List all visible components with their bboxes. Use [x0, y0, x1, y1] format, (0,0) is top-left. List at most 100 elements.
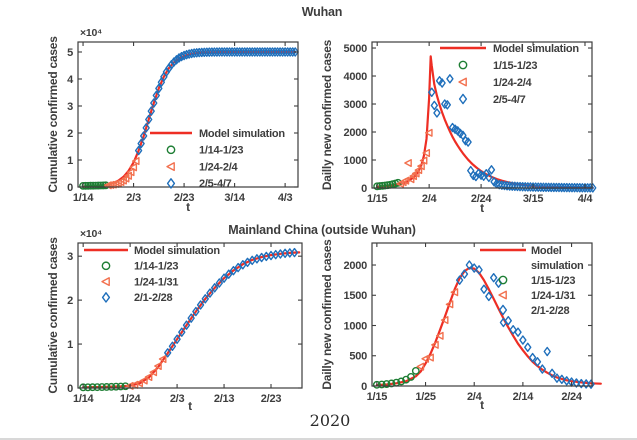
- diamond-marker: [203, 47, 211, 57]
- diamond-marker: [524, 342, 532, 353]
- triangle-marker: [135, 379, 144, 388]
- circle-marker: [98, 383, 106, 391]
- legend-label: 2/5-4/7: [493, 94, 526, 106]
- x-axis-label: t: [188, 399, 192, 413]
- chart-mainland-china-daily: 1/15 1/25 2/4 2/14 2/24 0 500 1000 1500 2000 Daill…: [320, 239, 602, 412]
- diamond-marker: [500, 180, 509, 191]
- diamond-marker: [576, 183, 584, 193]
- x-tick-label: 2/3: [170, 393, 185, 405]
- diamond-marker: [139, 131, 148, 141]
- x-tick-label: 2/24: [471, 193, 493, 205]
- diamond-marker: [290, 247, 299, 258]
- legend-label: 1/24-1/31: [531, 290, 575, 302]
- diamond-marker: [558, 374, 566, 385]
- x-tick-label: 1/14: [73, 192, 95, 204]
- series-1/24-2/4: [396, 128, 433, 188]
- circle-marker: [116, 382, 125, 391]
- diamond-marker: [505, 181, 514, 191]
- diamond-marker: [251, 47, 259, 57]
- triangle-marker: [416, 362, 425, 371]
- legend-diamond-marker: [166, 178, 176, 189]
- triangle-marker: [126, 168, 135, 177]
- axes-box: [371, 242, 593, 387]
- diamond-marker: [480, 171, 488, 181]
- diamond-marker: [229, 265, 238, 276]
- diamond-marker: [573, 182, 581, 193]
- diamond-marker: [475, 265, 483, 275]
- diamond-marker: [205, 47, 214, 57]
- y-tick-label: 1000: [344, 320, 368, 332]
- triangle-marker: [154, 362, 162, 371]
- diamond-marker: [568, 182, 576, 193]
- diamond-marker: [289, 47, 297, 57]
- diamond-marker: [261, 47, 269, 57]
- diamond-marker: [228, 47, 236, 57]
- y-tick-label: 1: [67, 155, 73, 167]
- triangle-marker: [445, 300, 454, 309]
- diamond-marker: [537, 182, 545, 192]
- axes-box: [77, 242, 303, 389]
- circle-marker: [372, 380, 381, 389]
- series-2/5-4/7: [428, 74, 597, 193]
- y-scale-label: ×10⁴: [80, 27, 102, 39]
- diamond-marker: [531, 182, 540, 192]
- y-tick-label: 500: [349, 351, 367, 363]
- diamond-marker: [230, 47, 239, 57]
- diamond-marker: [150, 98, 158, 108]
- legend-circle-marker: [101, 261, 111, 271]
- triangle-marker: [406, 175, 415, 184]
- x-tick-label: 1/15: [367, 193, 388, 205]
- diamond-marker: [271, 47, 279, 57]
- x-tick-label: 1/25: [415, 391, 436, 403]
- diamond-marker: [145, 114, 153, 125]
- series-2/5-4/7: [134, 47, 299, 156]
- legend-circle-marker: [166, 145, 176, 155]
- triangle-marker: [404, 159, 412, 168]
- diamond-marker: [548, 368, 556, 379]
- x-tick-label: 2/14: [513, 391, 535, 403]
- legend: Model simulation 1/14-1/23 1/24-1/31 2/1-2/…: [84, 245, 221, 304]
- circle-marker: [91, 181, 100, 190]
- diamond-marker: [273, 47, 282, 57]
- series-2/1-2/28: [164, 247, 299, 358]
- series-1/15-1/23: [372, 366, 420, 389]
- y-tick-label: 3: [67, 251, 73, 263]
- diamond-marker: [438, 78, 446, 88]
- y-scale-label: ×10⁴: [80, 228, 102, 240]
- diamond-marker: [513, 181, 522, 192]
- diamond-marker: [550, 182, 558, 193]
- diamond-marker: [168, 341, 177, 351]
- circle-marker: [378, 181, 387, 190]
- diamond-marker: [210, 47, 219, 57]
- y-tick-label: 0: [361, 183, 367, 195]
- diamond-marker: [225, 47, 234, 57]
- circle-marker: [375, 182, 384, 190]
- diamond-marker: [464, 137, 472, 147]
- triangle-marker: [411, 169, 420, 178]
- x-tick-label: 2/13: [214, 393, 235, 405]
- x-tick-label: 1/15: [367, 391, 388, 403]
- triangle-marker: [440, 316, 449, 325]
- diamond-marker: [278, 47, 287, 57]
- y-tick-label: 3000: [344, 99, 368, 111]
- diamond-marker: [516, 181, 524, 192]
- diamond-marker: [504, 315, 512, 326]
- y-axis-label: Cumulative confirmed cases: [46, 36, 60, 193]
- chart-wuhan-cumulative: 1/14 2/3 2/23 3/14 4/3 0 1 2 3 4 5 ×10⁴ Cumulative c…: [46, 27, 299, 214]
- diamond-marker: [187, 313, 195, 323]
- circle-marker: [377, 380, 386, 389]
- diamond-marker: [498, 180, 506, 190]
- triangle-marker: [130, 380, 139, 389]
- diamond-marker: [578, 183, 587, 193]
- legend: Model simulation 1/14-1/23 1/24-2/4 2/5-4/7: [150, 128, 286, 190]
- circle-marker: [84, 181, 93, 190]
- diamond-marker: [256, 47, 264, 57]
- diamond-marker: [577, 378, 585, 389]
- diamond-marker: [430, 100, 439, 111]
- diamond-marker: [553, 373, 561, 383]
- legend-triangle-marker: [498, 290, 507, 300]
- diamond-marker: [433, 108, 441, 118]
- legend-label: 2/1-2/28: [134, 292, 172, 304]
- legend-diamond-marker: [101, 292, 111, 303]
